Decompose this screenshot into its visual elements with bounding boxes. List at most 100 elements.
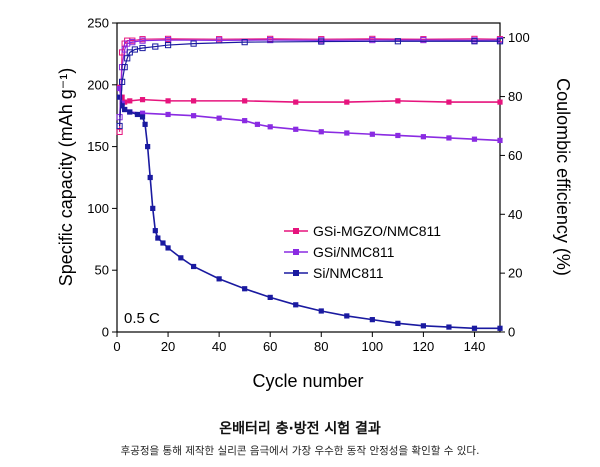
x-tick-label: 0 (113, 339, 120, 354)
capacity-chart: 0 20 40 60 80 100 120 140 0 50 100 150 200 250 0 20 40 60… (56, 16, 573, 392)
capacity-data-point (395, 320, 401, 326)
x-axis-title: Cycle number (252, 371, 363, 391)
ce-data-point (420, 36, 427, 44)
capacity-data-point (119, 103, 125, 109)
capacity-data-point (116, 85, 123, 92)
x-tick-label: 100 (361, 339, 383, 354)
ce-series-line (118, 38, 501, 132)
x-tick-label: 40 (212, 339, 226, 354)
capacity-series-line (118, 88, 501, 142)
capacity-data-point (267, 294, 273, 300)
capacity-data-point (293, 126, 299, 132)
y-right-tick-label: 40 (508, 207, 522, 222)
capacity-data-point (134, 111, 141, 118)
ce-data-point (496, 38, 504, 45)
capacity-data-point (497, 99, 503, 105)
y-right-tick-label: 60 (508, 148, 522, 163)
capacity-data-point (242, 118, 248, 124)
ce-data-point (131, 46, 138, 53)
capacity-data-point (139, 97, 146, 103)
capacity-series-line (118, 87, 500, 104)
y-axis-left-title: Specific capacity (mAh g⁻¹) (56, 68, 76, 287)
ce-data-point (471, 38, 478, 45)
capacity-data-point (139, 110, 146, 116)
y-right-tick-label: 100 (508, 30, 530, 45)
capacity-data-point (318, 129, 324, 135)
capacity-data-point (165, 98, 171, 104)
y-left-tick-label: 250 (87, 16, 109, 31)
ce-data-point (116, 122, 123, 130)
capacity-data-point (420, 323, 426, 329)
ce-data-point (129, 39, 136, 46)
x-tick-label: 60 (263, 339, 277, 354)
capacity-data-point (216, 115, 222, 121)
x-tick-label: 20 (161, 339, 175, 354)
capacity-data-point (471, 136, 478, 142)
capacity-data-point (344, 130, 350, 136)
y-right-tick-label: 20 (508, 266, 522, 281)
ce-data-point (369, 36, 376, 44)
capacity-data-point (395, 132, 401, 139)
ce-data-point (119, 78, 126, 85)
ce-data-point (267, 36, 274, 44)
ce-data-point (164, 41, 172, 49)
ce-series-line (118, 40, 500, 127)
ce-data-point (394, 38, 401, 45)
plot-frame (116, 22, 501, 333)
capacity-data-point (160, 240, 166, 246)
tick-layer: 0 20 40 60 80 100 120 140 0 50 100 150 200 250 0 20 40 60… (87, 16, 529, 355)
legend-label: Si/NMC811 (313, 265, 384, 281)
capacity-data-point (369, 131, 375, 137)
capacity-data-point (191, 98, 197, 104)
capacity-data-point (267, 124, 273, 130)
capacity-data-point (122, 106, 128, 113)
ce-data-point (152, 43, 159, 50)
capacity-data-point (165, 245, 171, 251)
capacity-data-point (150, 205, 156, 211)
y-left-tick-label: 200 (87, 77, 109, 92)
ce-data-point (116, 128, 123, 135)
ce-data-point (190, 40, 197, 47)
series-layer (116, 35, 504, 331)
legend-marker (293, 249, 299, 255)
capacity-data-point (293, 99, 299, 105)
capacity-data-point (446, 324, 452, 330)
capacity-data-point (471, 325, 478, 331)
ce-data-point (139, 44, 146, 52)
capacity-data-point (446, 135, 452, 141)
legend-label: GSi-MGZO/NMC811 (313, 223, 441, 239)
capacity-data-point (242, 286, 248, 292)
capacity-data-point (152, 228, 158, 234)
y-axis-right-title: Coulombic efficiency (%) (553, 78, 573, 276)
capacity-data-point (147, 174, 153, 181)
capacity-data-point (497, 137, 503, 144)
y-right-tick-label: 0 (508, 325, 515, 340)
capacity-data-point (497, 325, 503, 331)
capacity-data-point (142, 121, 148, 127)
ce-data-point (318, 38, 325, 45)
capacity-data-point (446, 99, 452, 105)
x-tick-label: 140 (464, 339, 486, 354)
capacity-data-point (116, 94, 123, 100)
capacity-data-point (127, 98, 133, 104)
capacity-series-line (118, 96, 500, 330)
capacity-data-point (242, 98, 248, 104)
legend-marker (293, 270, 299, 276)
ce-data-point (121, 64, 128, 71)
capacity-data-point (191, 263, 197, 270)
capacity-data-point (191, 113, 197, 119)
x-tick-label: 120 (413, 339, 435, 354)
capacity-data-point (318, 308, 324, 314)
capacity-data-point (178, 255, 184, 261)
capacity-data-point (155, 235, 161, 241)
legend-label: GSi/NMC811 (313, 244, 395, 260)
capacity-data-point (344, 313, 350, 319)
y-left-tick-label: 150 (87, 139, 109, 154)
capacity-data-point (254, 121, 261, 127)
capacity-data-point (216, 276, 222, 282)
y-left-tick-label: 100 (87, 201, 109, 216)
capacity-data-point (344, 99, 350, 105)
legend: GSi-MGZO/NMC811 GSi/NMC811 Si/NMC811 (284, 223, 441, 281)
ce-data-point (139, 37, 146, 44)
legend-marker (293, 228, 299, 234)
